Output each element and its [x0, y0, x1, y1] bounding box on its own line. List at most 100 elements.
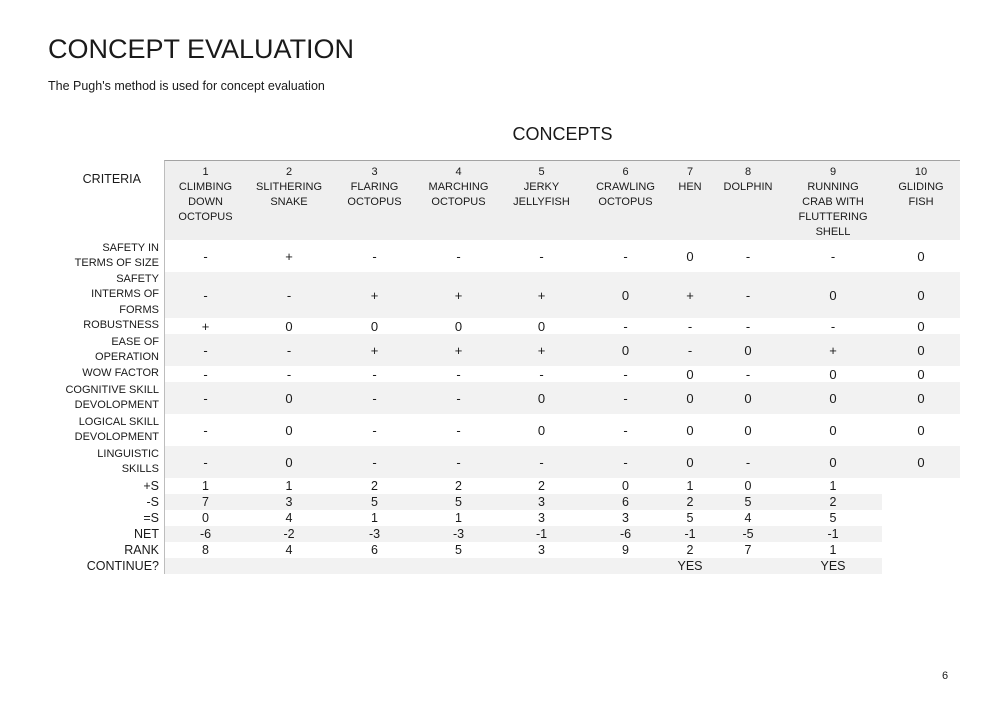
concept-name: RUNNING CRAB WITH FLUTTERING SHELL	[798, 181, 868, 238]
summary-value-cell: -3	[452, 527, 465, 541]
value-cell: -	[830, 318, 836, 334]
criterion-row: SAFETY IN TERMS OF SIZE - + - - - - 0 - - 0	[0, 240, 960, 272]
concept-name: HEN	[678, 181, 702, 193]
summary-cells: -6 -2 -3 -3 -1 -6 -1 -5 -1	[164, 526, 882, 542]
concept-name: GLIDING FISH	[898, 181, 944, 208]
criterion-cells: +0 0 0 0 - - - - 0	[164, 318, 960, 334]
value-cell: -	[203, 248, 208, 264]
summary-value-cell: 3	[622, 511, 629, 525]
summary-value-cell: 1	[829, 479, 837, 493]
page-title: CONCEPT EVALUATION	[48, 34, 355, 64]
value-cell: -	[372, 390, 377, 406]
value-cell: 0	[829, 454, 837, 470]
value-cell: 0	[829, 366, 837, 382]
concept-header-cell: 6 CRAWLING OCTOPUS	[583, 161, 668, 240]
criterion-label: LINGUISTIC SKILLS	[97, 447, 159, 476]
value-cell: +	[537, 287, 546, 303]
summary-value-cell	[583, 558, 668, 574]
criterion-label: COGNITIVE SKILL DEVOLOPMENT	[65, 383, 159, 412]
summary-value-cell: -6	[619, 527, 632, 541]
value-cell: -	[203, 342, 208, 358]
concept-name: JERKY JELLYFISH	[513, 181, 570, 208]
value-cell: 0	[621, 287, 630, 303]
value-cell: -	[745, 287, 751, 303]
summary-cells: 0 4 1 1 3 3 5 4 5	[164, 510, 882, 526]
concept-number: 6	[622, 166, 629, 178]
value-cell: 0	[454, 318, 463, 334]
concept-number: 2	[285, 166, 293, 178]
value-cell: -	[203, 454, 208, 470]
criterion-cells: - - + + +0 - 0 +0	[164, 334, 960, 366]
concept-number: 7	[686, 166, 694, 178]
summary-value-cell: 4	[744, 511, 752, 525]
summary-row: -S 7 3 5 5 3 6 2 5 2	[0, 494, 960, 510]
summary-value-cell: -2	[283, 527, 295, 541]
summary-value-cell: 5	[455, 495, 462, 509]
value-cell: -	[623, 366, 628, 382]
value-cell: 0	[829, 422, 837, 438]
value-cell: -	[203, 287, 208, 303]
concept-header-cell: 1 CLIMBING DOWN OCTOPUS	[165, 161, 246, 240]
value-cell: +	[537, 342, 546, 358]
value-cell: 0	[917, 318, 925, 334]
summary-value-cell: 0	[622, 479, 629, 493]
summary-value-cell: 5	[744, 495, 752, 509]
value-cell: +	[370, 342, 379, 358]
value-cell: -	[539, 366, 544, 382]
criterion-cells: - + - - - - 0 - - 0	[164, 240, 960, 272]
value-cell: 0	[686, 454, 694, 470]
summary-row: RANK 8 4 6 5 3 9 2 7 1	[0, 542, 960, 558]
value-cell: 0	[917, 454, 925, 470]
concept-name: SLITHERING SNAKE	[255, 181, 322, 208]
summary-label: =S	[143, 510, 159, 525]
value-cell: -	[286, 342, 292, 358]
value-cell: 0	[917, 390, 925, 406]
summary-value-cell: -3	[368, 527, 381, 541]
value-cell: 0	[744, 342, 752, 358]
summary-value-cell: 3	[538, 495, 545, 509]
value-cell: -	[539, 454, 544, 470]
summary-row: =S 0 4 1 1 3 3 5 4 5	[0, 510, 960, 526]
value-cell: -	[372, 248, 377, 264]
summary-cells: 1 1 2 2 2 0 1 0 1	[164, 478, 882, 494]
criterion-cells: - 0 - - 0 - 0 0 0 0	[164, 414, 960, 446]
value-cell: -	[623, 422, 628, 438]
summary-value-cell: 3	[285, 495, 293, 509]
value-cell: +	[201, 318, 210, 334]
concept-header-cell: 7 HEN	[668, 161, 712, 240]
criterion-label: SAFETY INTERMS OF FORMS	[91, 272, 159, 316]
summary-value-cell: 5	[371, 495, 378, 509]
concept-number: 5	[538, 166, 545, 178]
value-cell: -	[745, 454, 751, 470]
concept-name: FLARING OCTOPUS	[347, 181, 402, 208]
value-cell: 0	[917, 422, 925, 438]
value-cell: 0	[285, 318, 293, 334]
summary-value-cell: -6	[199, 527, 212, 541]
value-cell: -	[456, 248, 461, 264]
value-cell: -	[687, 318, 693, 334]
summary-value-cell	[165, 558, 246, 574]
concept-number: 9	[829, 166, 837, 178]
value-cell: +	[829, 342, 837, 358]
summary-value-cell: 3	[538, 543, 545, 557]
summary-value-cell: 2	[686, 495, 694, 509]
summary-value-cell: 0	[744, 479, 752, 493]
concept-header-cell: 3 FLARING OCTOPUS	[332, 161, 417, 240]
page-subtitle: The Pugh's method is used for concept ev…	[48, 79, 325, 93]
concept-name: CRAWLING OCTOPUS	[596, 181, 655, 208]
summary-label: +S	[143, 478, 159, 493]
value-cell: -	[286, 287, 292, 303]
page-number: 6	[941, 670, 949, 682]
concept-header-row: 1 CLIMBING DOWN OCTOPUS 2 SLITHERING SNAKE 3…	[0, 160, 960, 240]
summary-cells: 7 3 5 5 3 6 2 5 2	[164, 494, 882, 510]
value-cell: -	[623, 248, 628, 264]
summary-row: +S 1 1 2 2 2 0 1 0 1	[0, 478, 960, 494]
concept-name: CLIMBING DOWN OCTOPUS	[178, 181, 233, 223]
value-cell: 0	[829, 390, 837, 406]
summary-value-cell: 9	[622, 543, 629, 557]
summary-value-cell: 7	[744, 543, 752, 557]
summary-value-cell: 2	[371, 479, 378, 493]
summary-value-cell: 4	[285, 511, 293, 525]
value-cell: -	[539, 248, 544, 264]
pugh-table: 1 CLIMBING DOWN OCTOPUS 2 SLITHERING SNAKE 3…	[0, 160, 960, 574]
